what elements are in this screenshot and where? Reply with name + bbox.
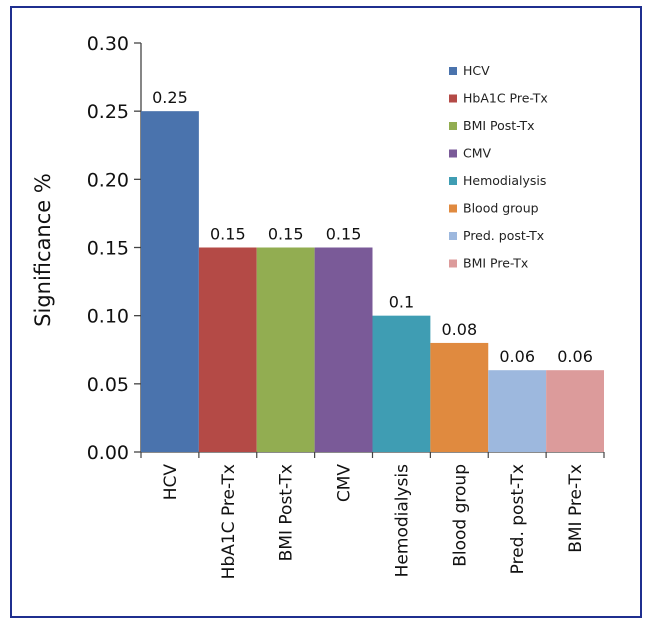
legend-swatch: [449, 149, 457, 158]
legend-swatch: [449, 232, 457, 240]
data-labels: 0.25 0.15 0.15 0.15 0.1 0.08 0.06 0.06: [152, 88, 593, 366]
x-tick-label: BMI Pre-Tx: [566, 464, 586, 553]
data-label: 0.15: [326, 225, 362, 244]
legend-entry: Blood group: [463, 201, 539, 216]
x-tick-label: Blood group: [450, 464, 470, 567]
y-axis-title: Significance %: [31, 173, 55, 327]
x-tick-label: Pred. post-Tx: [508, 464, 528, 574]
legend-entry: CMV: [463, 146, 492, 161]
y-tick-label: 0.00: [87, 442, 129, 464]
x-tick-labels: HCV HbA1C Pre-Tx BMI Post-Tx CMV Hemodialysi…: [140, 452, 605, 579]
legend-entry: BMI Post-Tx: [463, 118, 535, 133]
bar: [488, 370, 547, 452]
x-tick-label: HCV: [161, 464, 181, 501]
data-label: 0.15: [268, 225, 304, 244]
bar: [546, 370, 604, 452]
x-tick-label: CMV: [335, 464, 355, 503]
data-label: 0.06: [499, 347, 535, 366]
data-label: 0.1: [389, 293, 414, 312]
legend-entry: Pred. post-Tx: [463, 228, 544, 243]
legend-swatch: [449, 259, 457, 268]
legend-swatch: [449, 67, 457, 75]
data-label: 0.06: [557, 347, 593, 366]
legend: HCV HbA1C Pre-Tx BMI Post-Tx CMV Hemodialysi…: [449, 63, 548, 271]
y-tick-label: 0.05: [87, 374, 129, 396]
bar: [372, 315, 431, 452]
legend-swatch: [449, 94, 457, 103]
legend-swatch: [449, 122, 457, 130]
legend-swatch: [449, 204, 457, 213]
bar: [314, 247, 373, 452]
legend-swatch: [449, 177, 457, 185]
bar: [430, 342, 489, 452]
x-tick-label: HbA1C Pre-Tx: [219, 464, 239, 579]
y-tick-label: 0.25: [87, 101, 129, 123]
legend-entry: HCV: [463, 63, 490, 78]
y-tick-label: 0.20: [87, 169, 129, 191]
data-label: 0.08: [442, 320, 478, 339]
x-tick-label: BMI Post-Tx: [277, 464, 297, 561]
x-tick-label: Hemodialysis: [392, 464, 412, 577]
bar: [198, 247, 257, 452]
y-tick-label: 0.30: [87, 33, 129, 55]
data-label: 0.15: [210, 225, 246, 244]
bar: [256, 247, 315, 452]
bar: [141, 111, 199, 453]
y-tick-label: 0.15: [87, 238, 129, 260]
data-label: 0.25: [152, 88, 188, 107]
legend-entry: BMI Pre-Tx: [463, 256, 528, 271]
legend-entry: Hemodialysis: [463, 173, 546, 188]
y-tick-label: 0.10: [87, 306, 129, 328]
bars: [141, 111, 604, 453]
legend-entry: HbA1C Pre-Tx: [463, 91, 548, 106]
